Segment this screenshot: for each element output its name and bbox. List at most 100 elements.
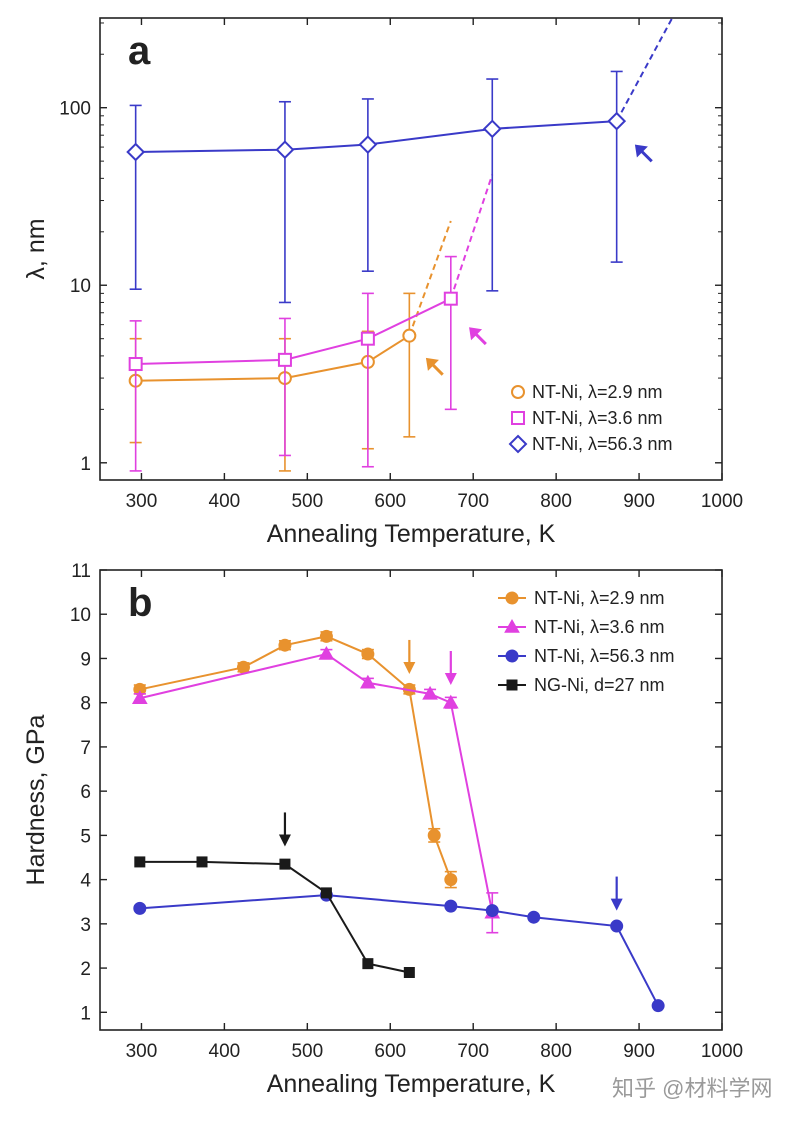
series-line	[135, 334, 410, 382]
x-tick-label: 900	[623, 491, 655, 512]
panel-b-chart: 300 400 500 600 700 800 900 1000 1 2 3 4 5 6 7 8 9 10 11 An…	[22, 561, 743, 1098]
data-point	[236, 660, 250, 674]
y-tick-label: 100	[59, 99, 91, 120]
y-tick-label: 2	[80, 959, 91, 980]
legend-marker	[505, 591, 519, 605]
x-tick-label: 800	[540, 491, 572, 512]
x-tick-label: 500	[291, 1041, 323, 1062]
arrow-head	[403, 661, 416, 674]
series-line	[139, 635, 452, 880]
y-tick-label: 10	[70, 605, 91, 626]
series-nt-ni-3-6-nm	[131, 646, 501, 934]
y-tick-label: 4	[80, 871, 91, 892]
series-nt-ni-2-9-nm	[133, 629, 458, 889]
y-tick-label: 11	[71, 561, 91, 582]
legend-item: NT-Ni, λ=56.3 nm	[498, 646, 675, 666]
legend-item: NT-Ni, λ=56.3 nm	[508, 434, 673, 454]
plot-area	[126, 18, 674, 472]
data-point	[422, 685, 438, 700]
y-tick-label: 5	[80, 826, 91, 847]
arrow-head	[425, 357, 439, 371]
legend-label: NG-Ni, d=27 nm	[534, 675, 665, 695]
legend-item: NT-Ni, λ=3.6 nm	[511, 408, 663, 428]
data-point	[485, 904, 499, 918]
legend-item: NT-Ni, λ=2.9 nm	[511, 382, 663, 402]
data-point	[358, 135, 378, 154]
data-point	[403, 967, 415, 978]
legend-label: NT-Ni, λ=56.3 nm	[532, 434, 673, 454]
x-tick-label: 300	[126, 1041, 158, 1062]
x-tick-label: 700	[457, 1041, 489, 1062]
y-tick-label: 8	[80, 694, 91, 715]
data-point	[279, 858, 291, 870]
series-nt-ni-3-6-nm	[128, 174, 494, 472]
data-point	[607, 111, 627, 131]
x-axis-label: Annealing Temperature, K	[267, 520, 556, 548]
legend-label: NT-Ni, λ=3.6 nm	[534, 617, 665, 637]
watermark-text: 知乎 @材料学网	[612, 1076, 772, 1101]
data-point	[133, 901, 147, 915]
y-axis-label: λ, nm	[22, 218, 50, 279]
arrow-head	[610, 898, 623, 911]
x-tick-label: 500	[291, 491, 323, 512]
x-tick-label: 600	[374, 491, 406, 512]
legend-item: NG-Ni, d=27 nm	[498, 675, 665, 695]
x-tick-label: 900	[623, 1041, 655, 1062]
data-point	[402, 328, 417, 343]
plot-frame	[99, 569, 723, 1031]
data-point	[277, 352, 292, 367]
data-point	[360, 674, 376, 689]
y-tick-label: 7	[80, 738, 91, 759]
y-tick-label: 6	[80, 782, 91, 803]
legend-marker	[508, 434, 528, 454]
y-tick-label: 10	[70, 276, 91, 297]
data-point	[427, 828, 441, 842]
data-point	[196, 856, 208, 868]
arrow-head	[444, 673, 457, 685]
data-point	[443, 291, 458, 306]
data-point	[362, 958, 374, 970]
y-axis-label: Hardness, GPa	[22, 714, 50, 885]
series-line	[135, 120, 617, 153]
panel-label: b	[128, 581, 152, 625]
transition-arrow	[403, 639, 416, 674]
legend-marker	[511, 385, 525, 399]
x-tick-label: 1000	[701, 491, 743, 512]
transition-arrow	[425, 357, 444, 376]
data-point	[319, 629, 333, 643]
data-point	[482, 119, 502, 139]
legend-item: NT-Ni, λ=2.9 nm	[498, 588, 665, 608]
legend-label: NT-Ni, λ=3.6 nm	[532, 408, 663, 428]
x-tick-label: 300	[126, 491, 158, 512]
data-point	[442, 694, 459, 709]
data-point	[610, 919, 624, 933]
x-tick-label: 1000	[701, 1041, 743, 1062]
transition-arrow	[610, 876, 623, 911]
data-point	[126, 142, 146, 162]
legend-label: NT-Ni, λ=2.9 nm	[534, 588, 665, 608]
data-point	[444, 899, 458, 913]
plot-area	[131, 629, 665, 1013]
x-tick-label: 800	[540, 1041, 572, 1062]
legend-label: NT-Ni, λ=56.3 nm	[534, 646, 675, 666]
data-point	[361, 647, 375, 661]
legend-label: NT-Ni, λ=2.9 nm	[532, 382, 663, 402]
data-point	[278, 638, 292, 652]
data-point	[651, 999, 665, 1013]
legend-marker	[506, 679, 518, 691]
transition-arrow	[469, 327, 487, 346]
legend: NT-Ni, λ=2.9 nm NT-Ni, λ=3.6 nm NT-Ni, λ=5…	[498, 588, 675, 695]
arrow-head	[278, 834, 291, 847]
data-point	[134, 856, 146, 868]
series-line	[139, 652, 494, 913]
panel-label: a	[128, 29, 151, 73]
transition-arrow	[278, 812, 291, 847]
series-ng-ni-d-27-nm	[134, 856, 415, 978]
extrapolation-line	[449, 174, 494, 300]
y-tick-label: 1	[80, 454, 91, 475]
data-point	[318, 646, 335, 660]
y-tick-label: 3	[80, 915, 91, 936]
legend: NT-Ni, λ=2.9 nm NT-Ni, λ=3.6 nm NT-Ni, λ=5…	[508, 382, 673, 454]
series-nt-ni-56-3-nm	[133, 888, 665, 1013]
